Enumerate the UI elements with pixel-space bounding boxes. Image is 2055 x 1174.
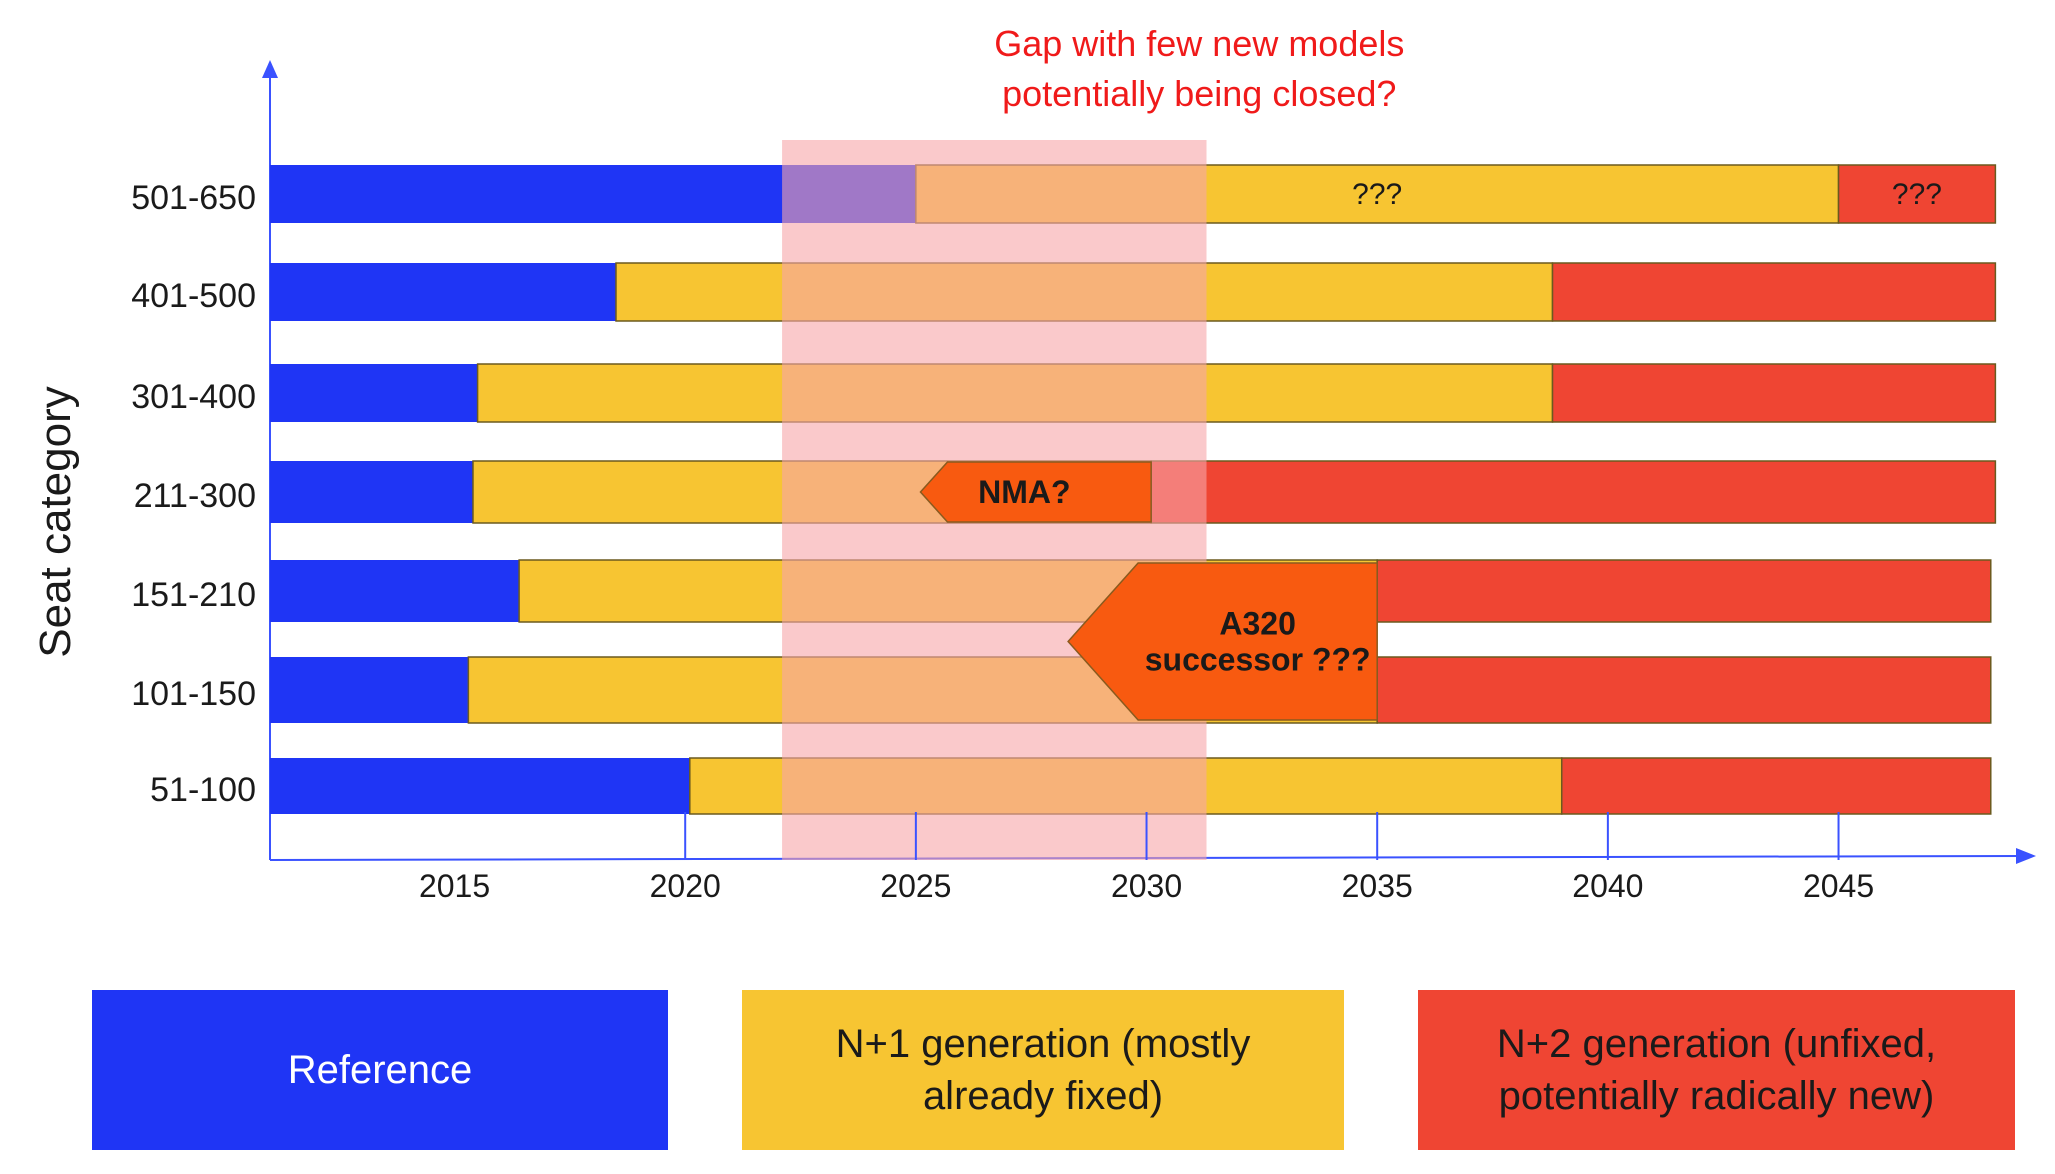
x-axis-arrowhead [2016, 848, 2036, 864]
legend-n-plus-2-label: N+2 generation (unfixed, potentially rad… [1496, 1022, 1937, 1118]
bar-211-300-n-plus-2 [1150, 460, 1997, 524]
bar-101-150-n-plus-2 [1376, 656, 1992, 724]
legend-n-plus-1: N+1 generation (mostly already fixed) [742, 990, 1344, 1150]
x-tick-label-2040: 2040 [1572, 868, 1643, 904]
bar-401-500-n-plus-2 [1551, 262, 1997, 322]
nma-callout-text-1: NMA? [978, 474, 1070, 510]
bar-51-100-n-plus-2 [1560, 757, 1992, 815]
x-ticks: 2015 2020 2025 2030 2035 2040 2045 [419, 812, 1874, 904]
seat-category-timeline-chart: Gap with few new models potentially being… [31, 23, 2036, 904]
x-tick-label-2020: 2020 [650, 868, 721, 904]
a320-successor-callout-shape [1067, 562, 1378, 721]
bar-211-300-reference [270, 461, 473, 523]
a320-successor-callout-text-2: successor ??? [1145, 642, 1371, 678]
a320-successor-callout-text-1: A320 [1219, 606, 1296, 642]
question-mark-labels: ?????? [1352, 178, 1942, 211]
gap-annotation-line-1: Gap with few new models [994, 23, 1404, 64]
bar-51-100-reference [270, 758, 690, 814]
question-mark-label-1: ??? [1352, 178, 1402, 211]
legend-reference-label: Reference [287, 1048, 473, 1092]
y-axis-arrowhead [262, 60, 278, 78]
y-tick-labels: 501-650 401-500 301-400 211-300 151-210 101-1… [131, 179, 256, 809]
legend-reference: Reference [92, 990, 668, 1150]
y-axis-label: Seat category [31, 386, 80, 658]
x-tick-label-2035: 2035 [1342, 868, 1413, 904]
bar-101-150-reference [270, 657, 469, 723]
x-tick-label-2025: 2025 [880, 868, 951, 904]
legend-n-plus-2: N+2 generation (unfixed, potentially rad… [1418, 990, 2015, 1150]
x-tick-label-2045: 2045 [1803, 868, 1874, 904]
bar-151-210-reference [270, 560, 520, 622]
y-axis-title: Seat category [31, 386, 80, 658]
bar-501-650-n-plus-2 [1837, 164, 1997, 224]
gap-annotation-line-2: potentially being closed? [1002, 73, 1396, 114]
bar-151-210-n-plus-2 [1376, 559, 1992, 623]
bar-401-500-reference [270, 263, 616, 321]
nma-callout-shape [919, 461, 1152, 523]
legend-n-plus-1-label: N+1 generation (mostly already fixed) [835, 1022, 1251, 1118]
category-label-151-210: 151-210 [131, 576, 256, 614]
bar-301-400-reference [270, 364, 478, 422]
category-label-401-500: 401-500 [131, 277, 256, 315]
category-label-501-650: 501-650 [131, 179, 256, 217]
bar-301-400-n-plus-2 [1551, 363, 1997, 423]
category-label-51-100: 51-100 [150, 771, 256, 809]
x-tick-label-2015: 2015 [419, 868, 490, 904]
gap-annotation-text: Gap with few new models potentially being… [994, 23, 1404, 114]
question-mark-label-2: ??? [1892, 178, 1942, 211]
category-label-301-400: 301-400 [131, 378, 256, 416]
category-label-101-150: 101-150 [131, 675, 256, 713]
x-tick-label-2030: 2030 [1111, 868, 1182, 904]
category-label-211-300: 211-300 [134, 477, 256, 515]
